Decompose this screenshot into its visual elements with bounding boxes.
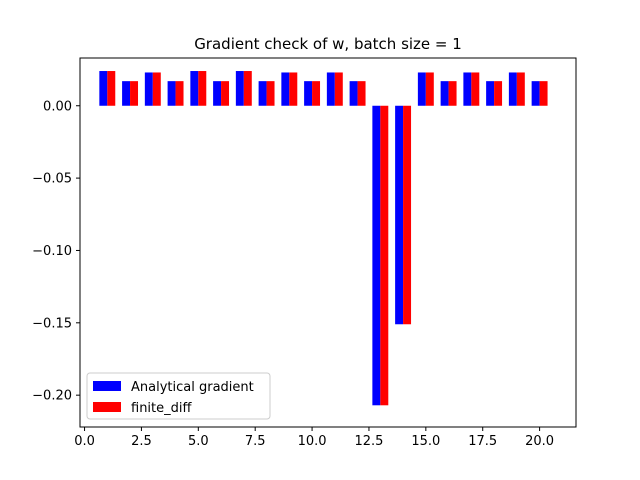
x-tick-label: 20.0 <box>525 434 554 449</box>
bar-finite-diff-15 <box>425 72 434 106</box>
bars-layer <box>99 71 548 406</box>
y-tick-label: 0.00 <box>43 99 72 114</box>
bar-analytical-12 <box>349 81 358 106</box>
bar-analytical-2 <box>122 81 131 106</box>
bar-analytical-17 <box>463 72 472 106</box>
bar-finite-diff-9 <box>289 72 298 106</box>
x-tick-label: 15.0 <box>411 434 440 449</box>
chart-title: Gradient check of w, batch size = 1 <box>194 35 462 53</box>
bar-analytical-3 <box>144 72 153 106</box>
legend-swatch-analytical <box>93 381 121 391</box>
bar-finite-diff-20 <box>539 81 548 106</box>
x-tick-label: 2.5 <box>131 434 152 449</box>
legend-swatch-finite-diff <box>93 402 121 412</box>
x-tick-label: 7.5 <box>245 434 266 449</box>
bar-analytical-1 <box>99 71 108 106</box>
bar-finite-diff-14 <box>403 105 412 325</box>
bar-analytical-10 <box>304 81 313 106</box>
bar-finite-diff-16 <box>448 81 457 106</box>
bar-analytical-5 <box>190 71 199 106</box>
bar-analytical-6 <box>213 81 222 106</box>
bar-finite-diff-19 <box>516 72 525 106</box>
legend-label-finite-diff: finite_diff <box>131 401 192 416</box>
x-tick-label: 12.5 <box>354 434 383 449</box>
bar-analytical-19 <box>508 72 517 106</box>
bar-analytical-13 <box>372 105 381 406</box>
bar-finite-diff-17 <box>471 72 480 106</box>
bar-finite-diff-11 <box>334 72 343 106</box>
bar-finite-diff-7 <box>243 71 252 106</box>
bar-finite-diff-13 <box>380 105 389 406</box>
bar-finite-diff-12 <box>357 81 366 106</box>
bar-finite-diff-8 <box>266 81 275 106</box>
bar-analytical-4 <box>167 81 176 106</box>
bar-finite-diff-10 <box>312 81 321 106</box>
y-tick-label: −0.20 <box>32 389 72 404</box>
legend: Analytical gradient finite_diff <box>86 372 271 420</box>
bar-analytical-7 <box>235 71 244 106</box>
bar-analytical-11 <box>326 72 335 106</box>
legend-box <box>86 372 271 420</box>
x-tick-label: 10.0 <box>298 434 327 449</box>
bar-finite-diff-4 <box>175 81 184 106</box>
axes-layer: 0.0 2.5 5.0 7.5 10.0 12.5 15.0 17.5 20.0 0.00 −0.0… <box>32 57 577 449</box>
bar-finite-diff-3 <box>152 72 161 106</box>
bar-finite-diff-18 <box>494 81 503 106</box>
x-tick-label: 17.5 <box>468 434 497 449</box>
y-tick-label: −0.05 <box>32 172 72 187</box>
legend-label-analytical: Analytical gradient <box>131 380 254 395</box>
bar-finite-diff-5 <box>198 71 207 106</box>
bar-analytical-8 <box>258 81 267 106</box>
bar-analytical-18 <box>486 81 495 106</box>
y-tick-label: −0.10 <box>32 244 72 259</box>
bar-analytical-14 <box>395 105 404 325</box>
bar-analytical-20 <box>531 81 540 106</box>
bar-analytical-9 <box>281 72 290 106</box>
y-tick-label: −0.15 <box>32 316 72 331</box>
bar-finite-diff-6 <box>221 81 230 106</box>
bar-analytical-16 <box>440 81 449 106</box>
bar-finite-diff-1 <box>107 71 116 106</box>
bar-analytical-15 <box>417 72 426 106</box>
x-tick-label: 0.0 <box>74 434 95 449</box>
bar-finite-diff-2 <box>130 81 139 106</box>
x-tick-label: 5.0 <box>188 434 209 449</box>
axes-frame <box>79 57 577 428</box>
